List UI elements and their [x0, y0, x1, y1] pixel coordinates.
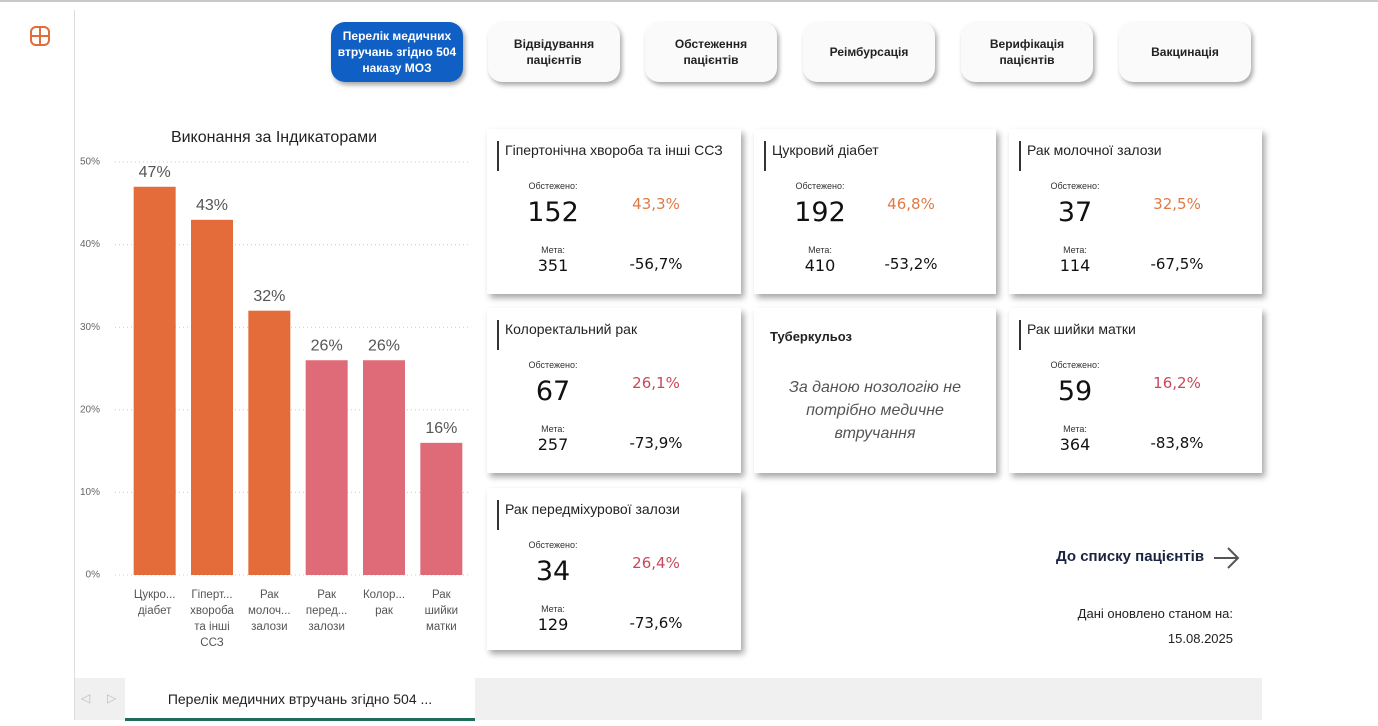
- diff-value: -53,2%: [884, 255, 938, 273]
- examined-label: Обстежено:: [1050, 360, 1100, 370]
- card-title: Туберкульоз: [770, 329, 852, 344]
- percent-value: 43,3%: [632, 195, 680, 213]
- diff-value: -67,5%: [1150, 255, 1204, 273]
- y-tick-label: 30%: [80, 322, 100, 333]
- kpi-card: Рак передміхурової залози Обстежено: 34 Мет…: [487, 488, 741, 650]
- examined-value: 67: [535, 376, 571, 407]
- tab-next[interactable]: ▷: [107, 691, 117, 705]
- nav-button[interactable]: Верифікація пацієнтів: [961, 22, 1093, 82]
- kpi-card: Туберкульоз За даною нозологію не потрібн…: [754, 308, 996, 473]
- kpi-card: Колоректальний рак Обстежено: 67 Мета: 257 26…: [487, 308, 741, 473]
- percent-value: 26,4%: [632, 554, 680, 572]
- percent-value: 46,8%: [887, 195, 935, 213]
- examined-label: Обстежено:: [795, 181, 845, 191]
- diff-value: -83,8%: [1150, 434, 1204, 452]
- updated-date: 15.08.2025: [1167, 631, 1233, 646]
- bar: [305, 360, 348, 575]
- chart: Виконання за Індикаторами 0% 10% 20% 30% 40%…: [80, 129, 470, 581]
- percent-value: 32,5%: [1153, 195, 1201, 213]
- x-tick-label: Рак шийки матки: [424, 589, 459, 633]
- examined-label: Обстежено:: [528, 540, 578, 550]
- goal-value: 114: [1059, 256, 1091, 275]
- logo: [30, 26, 50, 46]
- y-tick-label: 0%: [86, 570, 101, 581]
- divider: [74, 10, 75, 720]
- bar: [248, 310, 291, 575]
- examined-value: 59: [1057, 376, 1093, 407]
- card-message: За даною нозологію не потрібно медичне в…: [789, 379, 961, 442]
- tab-prev[interactable]: ◁: [81, 691, 91, 705]
- card-title: Рак передміхурової залози: [497, 500, 680, 530]
- goal-value: 129: [537, 615, 569, 634]
- y-tick-label: 40%: [80, 239, 100, 250]
- bar: [133, 186, 176, 575]
- examined-value: 34: [535, 556, 571, 587]
- bar: [363, 360, 405, 575]
- diff-value: -73,6%: [629, 614, 683, 632]
- examined-label: Обстежено:: [1050, 181, 1100, 191]
- bar: [420, 442, 463, 575]
- updated-label: Дані оновлено станом на:: [1077, 606, 1233, 621]
- kpi-card: Рак шийки матки Обстежено: 59 Мета: 364 16,2%…: [1009, 308, 1262, 473]
- goal-label: Мета:: [1063, 424, 1087, 434]
- x-tick-label: Колор... рак: [362, 589, 406, 617]
- kpi-card: Цукровий діабет Обстежено: 192 Мета: 410 46,8…: [754, 129, 996, 294]
- tab-bar: ◁ ▷ Перелік медичних втручань згідно 504…: [75, 678, 1262, 721]
- goal-label: Мета:: [541, 245, 565, 255]
- x-tick-label: Рак молоч... залози: [248, 589, 291, 633]
- x-tick-label: Рак перед... залози: [305, 589, 348, 633]
- diff-value: -56,7%: [629, 255, 683, 273]
- goal-label: Мета:: [808, 245, 832, 255]
- arrow-icon[interactable]: [1212, 545, 1242, 571]
- nav-button[interactable]: Обстеження пацієнтів: [645, 22, 777, 82]
- card-title: Рак молочної залози: [1019, 141, 1162, 171]
- goal-label: Мета:: [541, 604, 565, 614]
- nav-button[interactable]: Відвідування пацієнтів: [488, 22, 620, 82]
- data-label: 32%: [253, 288, 285, 305]
- data-label: 26%: [368, 337, 400, 354]
- goal-label: Мета:: [1063, 245, 1087, 255]
- examined-label: Обстежено:: [528, 181, 578, 191]
- examined-value: 192: [794, 197, 846, 228]
- examined-value: 37: [1057, 197, 1093, 228]
- goal-label: Мета:: [541, 424, 565, 434]
- data-label: 47%: [139, 164, 171, 181]
- y-tick-label: 50%: [80, 157, 100, 168]
- page-tab[interactable]: Перелік медичних втручань згідно 504 ...: [125, 678, 475, 721]
- nav-button[interactable]: Вакцинація: [1119, 22, 1251, 82]
- goal-value: 351: [537, 256, 569, 275]
- patients-link[interactable]: До списку пацієнтів: [1056, 548, 1205, 565]
- chart-title: Виконання за Індикаторами: [171, 129, 377, 146]
- examined-label: Обстежено:: [528, 360, 578, 370]
- nav-button[interactable]: Перелік медичних втручань згідно 504 нак…: [331, 22, 463, 82]
- percent-value: 16,2%: [1153, 374, 1201, 392]
- card-title: Гіпертонічна хвороба та інші ССЗ: [497, 141, 723, 171]
- data-label: 16%: [425, 420, 457, 437]
- goal-value: 364: [1059, 435, 1091, 454]
- nav-button[interactable]: Реімбурсація: [803, 22, 935, 82]
- card-title: Цукровий діабет: [764, 141, 879, 171]
- card-title: Колоректальний рак: [497, 320, 637, 350]
- kpi-card: Гіпертонічна хвороба та інші ССЗ Обстежен…: [487, 129, 741, 294]
- diff-value: -73,9%: [629, 434, 683, 452]
- kpi-card: Рак молочної залози Обстежено: 37 Мета: 114 3…: [1009, 129, 1262, 294]
- bar: [191, 219, 233, 575]
- x-tick-label: Гіперт... хвороба та інші ССЗ: [190, 589, 234, 649]
- examined-value: 152: [527, 197, 579, 228]
- x-tick-label: Цукро... діабет: [133, 589, 176, 617]
- data-label: 43%: [196, 197, 228, 214]
- y-tick-label: 20%: [80, 404, 100, 415]
- goal-value: 257: [537, 435, 569, 454]
- goal-value: 410: [804, 256, 836, 275]
- percent-value: 26,1%: [632, 374, 680, 392]
- y-tick-label: 10%: [80, 487, 100, 498]
- card-title: Рак шийки матки: [1019, 320, 1136, 350]
- data-label: 26%: [311, 337, 343, 354]
